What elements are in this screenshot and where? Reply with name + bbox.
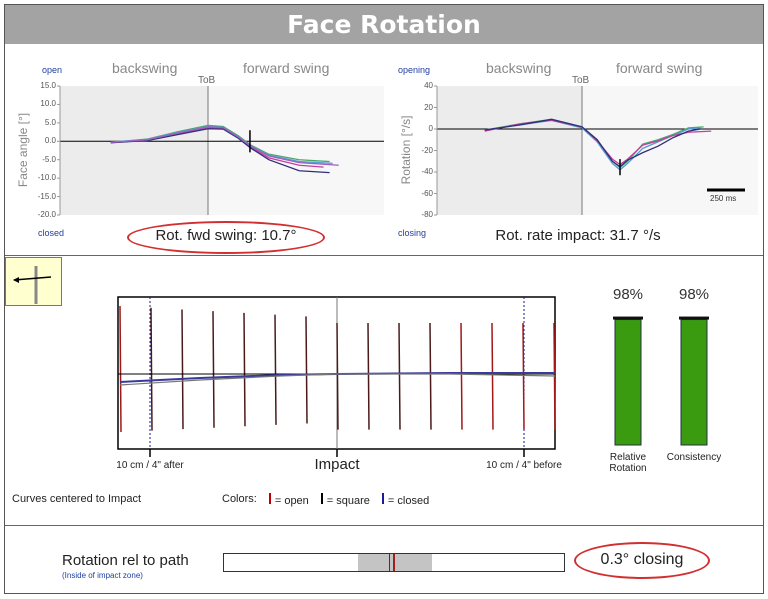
legend-closed: = closed (381, 493, 429, 507)
view-toggle-button[interactable] (5, 257, 62, 306)
score-bar-cap (679, 316, 709, 320)
y-tick-label: 15.0 (40, 81, 56, 90)
y-tick-label: 10.0 (40, 99, 56, 109)
rot-fwd-swing-value: Rot. fwd swing: 10.7° (155, 227, 297, 244)
y-tick-label: 0.0 (44, 136, 56, 146)
rotation-rel-path-label: Rotation rel to path (62, 552, 189, 569)
rotation-path-bar (223, 553, 565, 572)
forward-swing-label: forward swing (616, 60, 703, 76)
range-band (358, 554, 432, 571)
consistency-label: Consistency (666, 452, 722, 463)
value-marker (393, 554, 395, 571)
forward-swing-label: forward swing (243, 60, 330, 76)
y-tick-label: 20 (424, 102, 433, 112)
face-orientation-line (150, 307, 153, 431)
face-orientation-line (336, 322, 339, 430)
face-orientation-line (274, 314, 277, 425)
club-direction-icon (13, 266, 52, 304)
face-orientation-line (367, 322, 370, 430)
face-orientation-line (398, 322, 401, 430)
legend-square: = square (320, 493, 370, 507)
score-bar-cap (613, 316, 643, 320)
page-title: Face Rotation (5, 5, 763, 44)
result-ellipse (574, 542, 710, 579)
open-label: open (42, 65, 63, 75)
impact-label: Impact (314, 456, 360, 473)
backswing-area (437, 86, 582, 215)
face-orientation-line (522, 322, 525, 430)
face-orientation-line (460, 322, 463, 430)
opening-label: opening (398, 65, 431, 75)
y-tick-label: -60 (421, 188, 433, 198)
backswing-label: backswing (486, 60, 552, 76)
backswing-area (60, 86, 208, 215)
y-tick-label: 0 (428, 124, 433, 133)
legend-open: = open (268, 493, 309, 507)
face-orientation-line (491, 322, 494, 430)
y-tick-label: -80 (421, 210, 433, 219)
face-orientation-line (119, 305, 122, 433)
y-tick-label: -10.0 (37, 173, 56, 183)
color-legend: Colors: = open = square = closed (222, 493, 429, 507)
y-tick-label: -20 (421, 145, 433, 155)
y-tick-label: 40 (424, 81, 433, 90)
score-bar (680, 319, 708, 446)
scale-label: 250 ms (710, 194, 737, 203)
rot-rate-impact-value: Rot. rate impact: 31.7 °/s (495, 227, 661, 244)
result-ellipse (127, 221, 325, 254)
path-curve (119, 373, 556, 386)
face-angle-series-3 (110, 128, 330, 174)
before-label: 10 cm / 4" before (486, 460, 562, 471)
relative-rotation-label: Relative Rotation (609, 452, 647, 474)
consistency-value: 98% (678, 286, 710, 303)
relative-rotation-value: 98% (612, 286, 644, 303)
face-orientation-line (243, 312, 246, 427)
y-tick-label: -15.0 (37, 191, 56, 201)
forward-swing-area (208, 86, 384, 215)
face-angle-series-4 (110, 126, 339, 166)
y-tick-label: -5.0 (42, 154, 56, 164)
score-bar (614, 319, 642, 446)
face-orientation-line (212, 311, 215, 428)
face-orientation-line (181, 309, 184, 430)
y-tick-label: 5.0 (44, 117, 56, 127)
divider (5, 255, 763, 256)
divider (5, 525, 763, 526)
impact-zone-note: (Inside of impact zone) (62, 571, 143, 580)
y-tick-label: -20.0 (37, 210, 56, 219)
forward-swing-area (582, 86, 758, 215)
closing-label: closing (398, 228, 427, 238)
face-orientation-line (305, 316, 308, 424)
backswing-label: backswing (112, 60, 178, 76)
closed-marker (389, 554, 390, 571)
tob-label: ToB (198, 75, 216, 86)
window-frame (4, 4, 764, 594)
face-orientation-line (429, 322, 432, 430)
y-tick-label: -40 (421, 167, 433, 176)
closed-label: closed (38, 228, 65, 238)
after-label: 10 cm / 4" after (116, 460, 184, 471)
curves-note: Curves centered to Impact (12, 493, 142, 505)
colors-label: Colors: (222, 493, 257, 505)
path-rotation-value: 0.3° closing (600, 551, 684, 568)
tob-label: ToB (572, 75, 590, 86)
